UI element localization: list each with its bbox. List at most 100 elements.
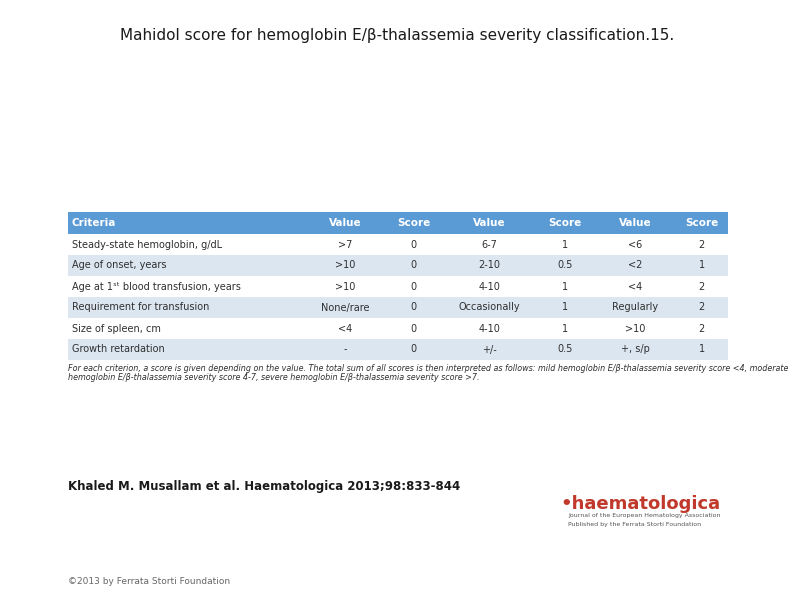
Text: 0: 0 [410, 302, 417, 312]
Text: Score: Score [685, 218, 719, 228]
Text: 0: 0 [410, 281, 417, 292]
Bar [676, 318, 728, 339]
Text: hemoglobin E/β-thalassemia severity score 4-7, severe hemoglobin E/β-thalassemia: hemoglobin E/β-thalassemia severity scor… [68, 373, 480, 382]
Bar [444, 212, 535, 234]
Text: ©2013 by Ferrata Storti Foundation: ©2013 by Ferrata Storti Foundation [68, 577, 230, 586]
Bar [68, 234, 306, 255]
Text: Mahidol score for hemoglobin E/β-thalassemia severity classification.15.: Mahidol score for hemoglobin E/β-thalass… [120, 28, 674, 43]
Text: >7: >7 [338, 240, 353, 249]
Text: 2: 2 [699, 281, 705, 292]
Text: 0: 0 [410, 324, 417, 334]
Bar [306, 255, 384, 276]
Text: 6-7: 6-7 [481, 240, 497, 249]
Text: Score: Score [397, 218, 430, 228]
Text: 1: 1 [699, 345, 705, 355]
Text: >10: >10 [335, 261, 356, 271]
Bar [595, 297, 676, 318]
Text: Requirement for transfusion: Requirement for transfusion [72, 302, 210, 312]
Bar [444, 255, 535, 276]
Bar [68, 339, 306, 360]
Text: Steady-state hemoglobin, g/dL: Steady-state hemoglobin, g/dL [72, 240, 222, 249]
Bar [535, 297, 595, 318]
Bar [535, 318, 595, 339]
Text: Criteria: Criteria [72, 218, 117, 228]
Bar [384, 297, 444, 318]
Bar [306, 297, 384, 318]
Text: Value: Value [473, 218, 506, 228]
Text: 0.5: 0.5 [557, 345, 572, 355]
Text: <2: <2 [628, 261, 642, 271]
Bar [306, 234, 384, 255]
Bar [68, 297, 306, 318]
Bar [595, 276, 676, 297]
Text: 1: 1 [561, 240, 568, 249]
Text: -: - [344, 345, 347, 355]
Text: 2: 2 [699, 324, 705, 334]
Text: Khaled M. Musallam et al. Haematologica 2013;98:833-844: Khaled M. Musallam et al. Haematologica … [68, 480, 461, 493]
Text: 0: 0 [410, 261, 417, 271]
Bar [535, 212, 595, 234]
Bar [384, 339, 444, 360]
Text: 0: 0 [410, 240, 417, 249]
Bar [68, 318, 306, 339]
Bar [535, 234, 595, 255]
Text: 1: 1 [699, 261, 705, 271]
Text: Regularly: Regularly [612, 302, 658, 312]
Bar [384, 212, 444, 234]
Text: Age of onset, years: Age of onset, years [72, 261, 167, 271]
Text: 2: 2 [699, 240, 705, 249]
Text: 4-10: 4-10 [478, 281, 500, 292]
Text: Published by the Ferrata Storti Foundation: Published by the Ferrata Storti Foundati… [568, 522, 701, 527]
Bar [444, 318, 535, 339]
Bar [68, 255, 306, 276]
Text: Occasionally: Occasionally [458, 302, 520, 312]
Text: •haematologica: •haematologica [560, 495, 720, 513]
Bar [68, 212, 306, 234]
Text: 1: 1 [561, 302, 568, 312]
Text: <4: <4 [628, 281, 642, 292]
Text: +/-: +/- [482, 345, 497, 355]
Text: +, s/p: +, s/p [621, 345, 649, 355]
Bar [535, 339, 595, 360]
Bar [676, 339, 728, 360]
Text: 0: 0 [410, 345, 417, 355]
Bar [306, 276, 384, 297]
Bar [444, 297, 535, 318]
Text: Score: Score [548, 218, 581, 228]
Bar [535, 276, 595, 297]
Text: None/rare: None/rare [321, 302, 369, 312]
Text: Age at 1ˢᵗ blood transfusion, years: Age at 1ˢᵗ blood transfusion, years [72, 281, 241, 292]
Bar [384, 276, 444, 297]
Bar [595, 339, 676, 360]
Bar [306, 318, 384, 339]
Text: Value: Value [619, 218, 651, 228]
Bar [444, 234, 535, 255]
Text: 2: 2 [699, 302, 705, 312]
Text: Value: Value [329, 218, 361, 228]
Bar [68, 276, 306, 297]
Text: <6: <6 [628, 240, 642, 249]
Text: 1: 1 [561, 281, 568, 292]
Text: Size of spleen, cm: Size of spleen, cm [72, 324, 161, 334]
Text: Journal of the European Hematology Association: Journal of the European Hematology Assoc… [568, 513, 720, 518]
Text: 2-10: 2-10 [478, 261, 500, 271]
Bar [676, 276, 728, 297]
Bar [384, 234, 444, 255]
Text: 0.5: 0.5 [557, 261, 572, 271]
Text: Growth retardation: Growth retardation [72, 345, 164, 355]
Bar [384, 318, 444, 339]
Bar [595, 234, 676, 255]
Bar [444, 339, 535, 360]
Bar [535, 255, 595, 276]
Text: For each criterion, a score is given depending on the value. The total sum of al: For each criterion, a score is given dep… [68, 364, 788, 373]
Bar [384, 255, 444, 276]
Bar [306, 212, 384, 234]
Bar [306, 339, 384, 360]
Text: 4-10: 4-10 [478, 324, 500, 334]
Text: >10: >10 [625, 324, 646, 334]
Bar [676, 234, 728, 255]
Bar [676, 212, 728, 234]
Text: 1: 1 [561, 324, 568, 334]
Text: >10: >10 [335, 281, 356, 292]
Bar [595, 318, 676, 339]
